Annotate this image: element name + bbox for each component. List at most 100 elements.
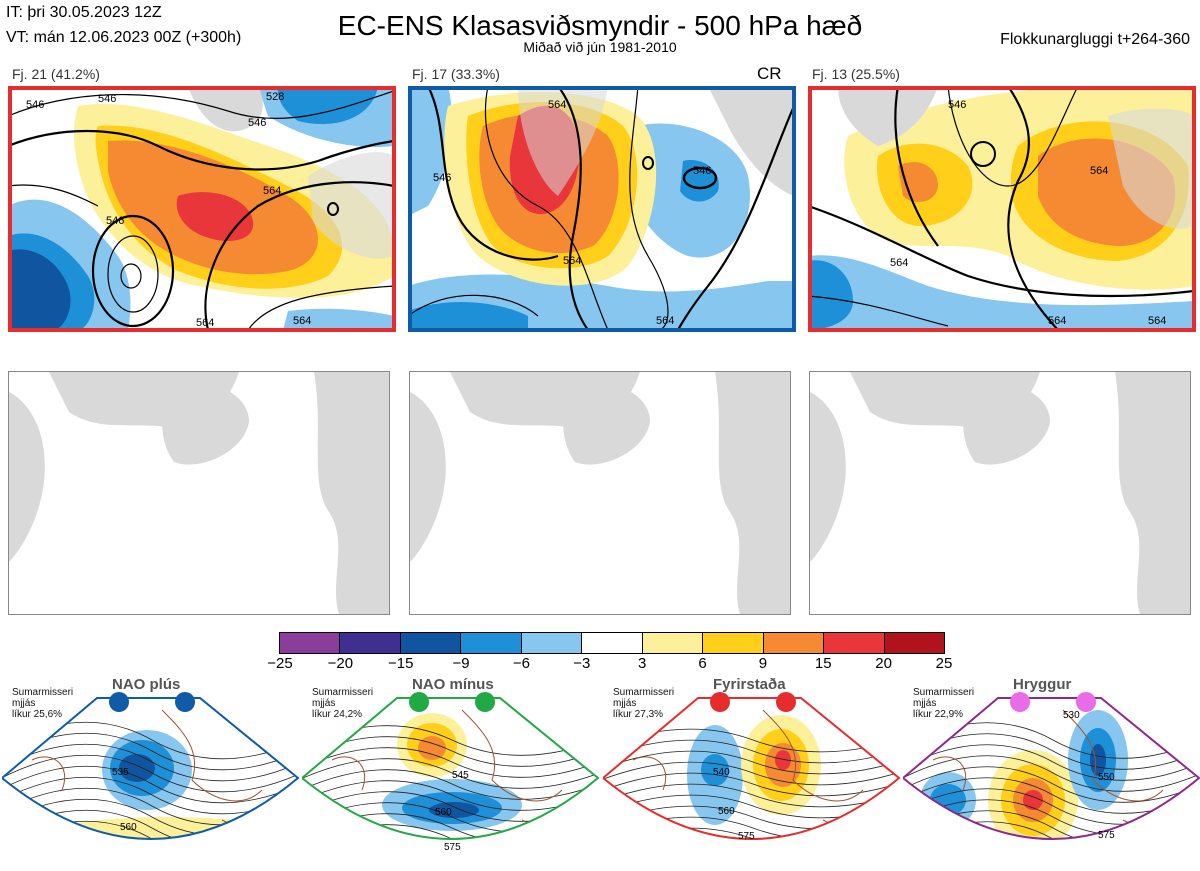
land-greenland bbox=[563, 381, 650, 465]
cluster-1-contour-b bbox=[8, 129, 394, 171]
regime-probability-note: Sumarmisseri mjjás líkur 27,3% bbox=[613, 687, 675, 720]
regime-anomaly-area bbox=[47, 817, 287, 839]
cluster-1-contour-label: 546 bbox=[26, 99, 44, 111]
color-scale-segment bbox=[824, 633, 885, 653]
land-canada bbox=[810, 392, 846, 562]
cluster-1-low-contour-outer bbox=[91, 214, 175, 328]
cluster-2-contour-d bbox=[629, 86, 669, 330]
cluster-3-negative-anomaly-southwest bbox=[808, 255, 1194, 330]
cluster-2-low-contour bbox=[682, 166, 718, 190]
regime-marker-dot bbox=[1076, 692, 1096, 712]
color-scale-tick-label: 20 bbox=[875, 655, 892, 672]
regime-fan-border bbox=[903, 697, 1200, 840]
cluster-3-land-greenland bbox=[838, 86, 938, 146]
color-scale-tick-label: −15 bbox=[387, 655, 414, 672]
color-scale-bar bbox=[279, 632, 945, 654]
regime-contour-label: 535 bbox=[112, 767, 129, 778]
land-scandinavia bbox=[1115, 372, 1190, 614]
color-scale-segment bbox=[582, 633, 643, 653]
regime-name: NAO mínus bbox=[412, 676, 494, 693]
cluster-2-contour-label: 564 bbox=[656, 315, 674, 327]
color-scale-segment bbox=[340, 633, 401, 653]
regime-contour-label: 575 bbox=[1098, 830, 1115, 841]
color-scale-segment bbox=[703, 633, 764, 653]
regime-probability-note: Sumarmisseri mjjás líkur 22,9% bbox=[913, 687, 975, 720]
cluster-3-land-scandinavia bbox=[1108, 108, 1194, 229]
regime-height-contour bbox=[603, 750, 899, 775]
land-canada bbox=[9, 392, 45, 562]
land-canada bbox=[410, 392, 446, 562]
regime-anomaly-area bbox=[119, 754, 155, 782]
regime-name: NAO plús bbox=[112, 676, 181, 693]
regime-height-contour bbox=[903, 755, 1199, 792]
regime-marker-dot bbox=[1010, 692, 1030, 712]
cluster-3-contour-label: 564 bbox=[890, 257, 908, 269]
regime-fan-map: 545 560 575 bbox=[302, 697, 600, 853]
cluster-1-contour-e bbox=[247, 285, 394, 330]
cluster-1-contour-d bbox=[204, 181, 394, 330]
color-scale-tick-label: 25 bbox=[935, 655, 953, 672]
regime-height-contour bbox=[903, 744, 1199, 781]
land-greenland bbox=[162, 381, 249, 465]
color-scale-segment bbox=[642, 633, 704, 653]
cluster-2-contour-c bbox=[557, 86, 589, 330]
valid-time-label: VT: mán 12.06.2023 00Z (+300h) bbox=[6, 29, 242, 46]
cluster-3-label: Fj. 13 (25.5%) bbox=[812, 66, 900, 82]
cluster-1-negative-anomaly-south bbox=[283, 308, 394, 330]
empty-map-2 bbox=[409, 371, 791, 615]
regime-height-contour bbox=[603, 783, 899, 808]
cluster-2-contour-f bbox=[408, 294, 539, 317]
cluster-1-contour-label: 564 bbox=[263, 185, 281, 197]
cluster-2-contour-label: 564 bbox=[548, 99, 566, 111]
cluster-2-land-greenland bbox=[518, 86, 608, 196]
cluster-2-contour-label: 546 bbox=[433, 172, 451, 184]
cluster-3-map: 546 564 564 564 564 bbox=[808, 86, 1194, 330]
cluster-2-contour-e bbox=[677, 105, 794, 330]
color-scale-segment bbox=[884, 633, 944, 653]
cluster-3-contour-label: 564 bbox=[1148, 315, 1166, 327]
regime-contour-label: 560 bbox=[435, 807, 452, 818]
land-scandinavia bbox=[715, 372, 790, 614]
regime-fan-map: 535 560 bbox=[2, 697, 300, 840]
empty-map-1 bbox=[8, 371, 390, 615]
color-scale-tick-label: 9 bbox=[758, 655, 768, 672]
color-scale-segment bbox=[461, 633, 522, 653]
regime-anomaly-area bbox=[775, 750, 791, 770]
color-scale-segment bbox=[763, 633, 825, 653]
cluster-3-contour-a bbox=[894, 86, 939, 247]
regime-height-contour bbox=[603, 761, 899, 786]
empty-map-3 bbox=[809, 371, 1191, 615]
color-scale-tick-label: −6 bbox=[512, 655, 530, 672]
cluster-1-negative-anomaly-core bbox=[8, 249, 71, 330]
cluster-1-contour-c bbox=[8, 184, 99, 207]
cluster-2-negative-anomaly-west bbox=[408, 86, 452, 216]
regime-height-contour bbox=[903, 766, 1199, 803]
regime-marker-dot bbox=[475, 692, 495, 712]
color-scale-segment bbox=[521, 633, 583, 653]
cluster-1-map: 546 546 528 546 564 546 564 564 bbox=[8, 86, 394, 330]
regime-contour-label: 550 bbox=[1098, 772, 1115, 783]
control-run-badge: CR bbox=[757, 64, 782, 83]
regime-anomaly-area bbox=[1013, 847, 1049, 863]
cluster-2-high-marker bbox=[642, 156, 654, 170]
regime-probability-note: Sumarmisseri mjjás líkur 25,6% bbox=[12, 687, 74, 720]
regime-probability-note: Sumarmisseri mjjás líkur 24,2% bbox=[312, 687, 374, 720]
regime-contour-label: 560 bbox=[120, 822, 137, 833]
color-scale-tick-label: −25 bbox=[267, 655, 293, 672]
regime-marker-dot bbox=[409, 692, 429, 712]
cluster-3-contour-label: 546 bbox=[948, 99, 966, 111]
cluster-3-contour-b bbox=[947, 86, 1079, 187]
regime-name: Fyrirstaða bbox=[713, 676, 786, 693]
cluster-1-contour-a bbox=[8, 90, 394, 120]
color-scale-tick-label: −9 bbox=[452, 655, 470, 672]
cluster-1-contour-label: 564 bbox=[196, 317, 214, 329]
cluster-1-frame bbox=[8, 86, 396, 332]
cluster-2-negative-anomaly-south-strong bbox=[408, 301, 528, 330]
color-scale-tick-label: 3 bbox=[638, 655, 647, 672]
color-scale-tick-label: −3 bbox=[573, 655, 591, 672]
regime-anomaly-area bbox=[701, 754, 729, 786]
regime-fan-map: 530 550 575 bbox=[903, 697, 1200, 863]
regime-contour-label: 575 bbox=[738, 831, 755, 842]
page-title: EC-ENS Klasasviðsmyndir - 500 hPa hæð bbox=[337, 10, 863, 41]
regime-marker-dot bbox=[776, 692, 796, 712]
